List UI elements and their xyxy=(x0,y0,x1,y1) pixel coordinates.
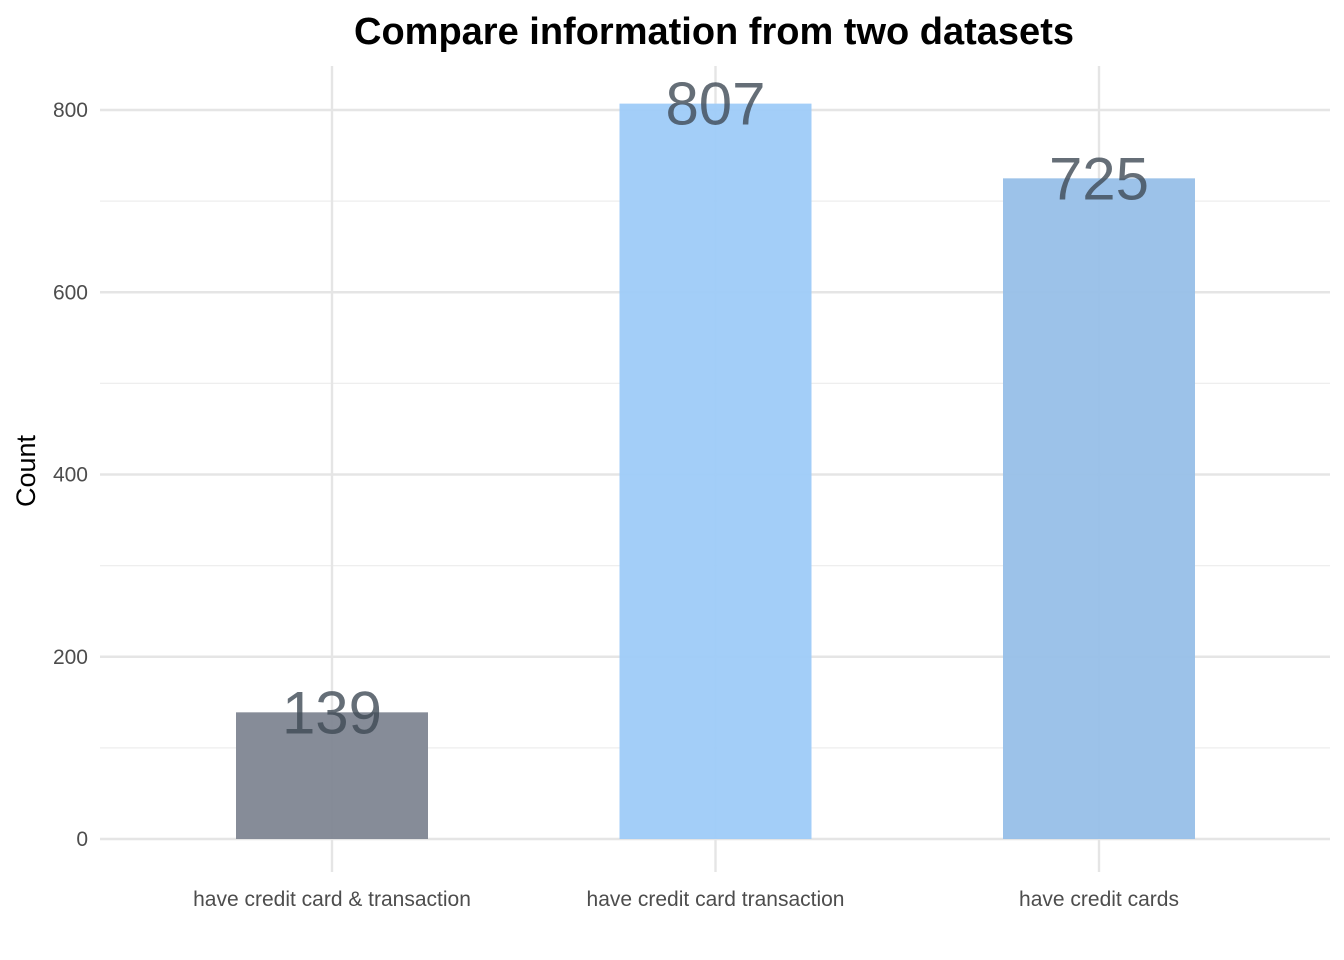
x-tick-label: have credit card & transaction xyxy=(193,888,471,911)
y-tick-label: 0 xyxy=(76,828,88,851)
bar xyxy=(236,712,428,839)
y-tick-label: 200 xyxy=(53,646,88,669)
bar-value-label: 807 xyxy=(665,71,765,138)
axes: 0 200 400 600 800 have credit card & transact… xyxy=(53,99,1179,911)
bar-value-label: 725 xyxy=(1049,145,1149,212)
x-tick-label: have credit cards xyxy=(1019,888,1179,911)
x-tick-label: have credit card transaction xyxy=(587,888,845,911)
bar-value-label: 139 xyxy=(282,679,382,746)
y-tick-label: 400 xyxy=(53,464,88,487)
y-tick-label: 800 xyxy=(53,99,88,122)
data-labels: 139 807 725 xyxy=(282,71,1149,747)
bars xyxy=(236,103,1195,840)
bar xyxy=(619,103,812,840)
bar xyxy=(1003,178,1195,839)
y-axis-label: Count xyxy=(11,434,41,507)
y-tick-label: 600 xyxy=(53,281,88,304)
chart-title: Compare information from two datasets xyxy=(354,11,1074,53)
